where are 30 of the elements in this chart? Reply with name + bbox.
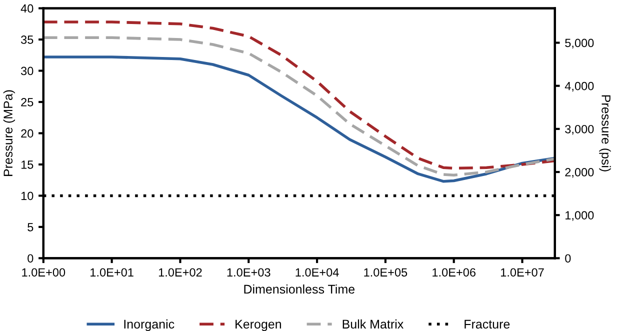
legend-label: Inorganic xyxy=(124,319,174,331)
y-axis-title: Pressure (MPa) xyxy=(3,90,15,176)
x-tick-label: 1.0E+04 xyxy=(296,268,339,277)
x-tick-label: 1.0E+06 xyxy=(432,268,476,277)
y2-tick-label: 3,000 xyxy=(565,124,594,135)
y2-axis-title: Pressure (psi) xyxy=(599,95,611,172)
y-tick-label: 35 xyxy=(21,36,34,44)
y-tick-label: 0 xyxy=(28,254,34,263)
y2-tick-label: 4,000 xyxy=(564,82,594,92)
x-tick-label: 1.0E+02 xyxy=(158,268,202,277)
y-tick-label: 25 xyxy=(21,98,34,106)
y2-tick-label: 1,000 xyxy=(566,211,594,221)
x-tick-label: 1.0E+05 xyxy=(364,268,408,277)
y-tick-label: 20 xyxy=(21,129,34,138)
y-tick-label: 5 xyxy=(28,223,34,232)
y-tick-label: 40 xyxy=(20,4,34,13)
x-tick-label: 1.0E+07 xyxy=(501,268,544,277)
x-tick-label: 1.0E+00 xyxy=(22,268,66,277)
y-tick-label: 30 xyxy=(21,66,34,76)
x-tick-label: 1.0E+01 xyxy=(90,268,134,277)
y2-tick-label: 2,000 xyxy=(565,168,594,178)
x-tick-label: 1.0E+03 xyxy=(227,268,270,277)
y-tick-label: 10 xyxy=(21,192,34,200)
legend-label: Bulk Matrix xyxy=(342,319,404,329)
x-axis-title: Dimensionless Time xyxy=(244,284,355,294)
legend-label: Fracture xyxy=(464,320,510,329)
y2-tick-label: 0 xyxy=(565,254,571,263)
legend-label: Kerogen xyxy=(236,320,282,331)
y-tick-label: 15 xyxy=(21,160,34,169)
y2-tick-label: 5,000 xyxy=(565,38,594,49)
